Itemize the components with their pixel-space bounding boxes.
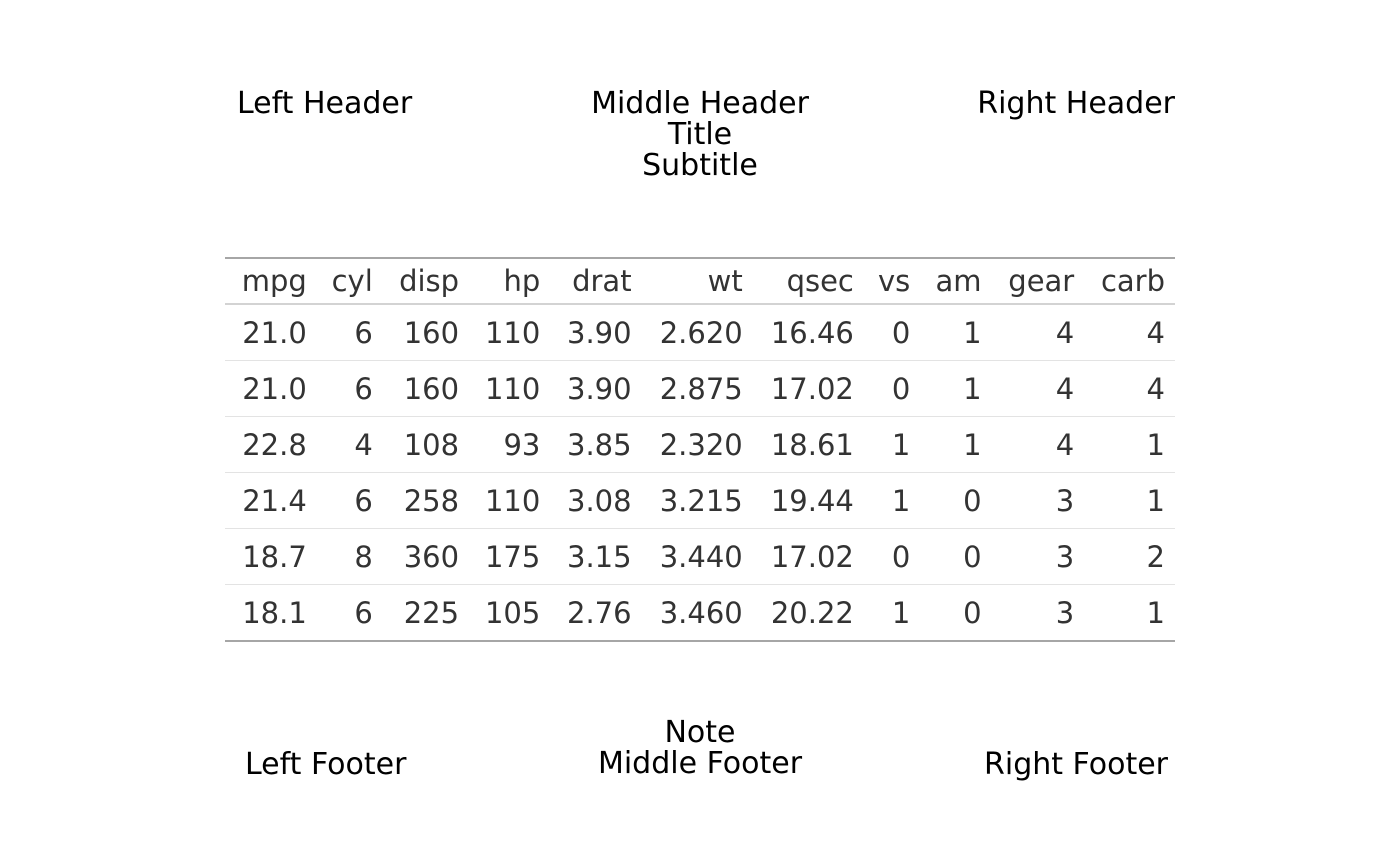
table-cell-hp: 175 [469, 528, 551, 585]
table-cell-gear: 3 [991, 528, 1085, 585]
table-cell-disp: 160 [403, 315, 460, 350]
table-cell-wt: 3.460 [641, 584, 753, 641]
table-cell-wt: 2.620 [659, 315, 743, 350]
table-row: 22.8 4 108 93 3.85 2.320 18.61 1 1 4 1 [225, 416, 1175, 473]
table-cell-gear: 4 [1055, 315, 1075, 350]
right-header: Right Header [977, 86, 1175, 121]
middle-header: Middle Header [591, 86, 809, 121]
center-footer: Note Middle Footer [500, 717, 900, 779]
column-header-carb: carb [1084, 258, 1175, 305]
table-cell-cyl: 8 [316, 528, 383, 585]
table-cell-qsec: 17.02 [752, 528, 864, 585]
table-cell-gear: 4 [991, 416, 1085, 473]
column-header-wt: wt [641, 258, 753, 305]
table-cell-hp: 110 [484, 315, 541, 350]
table-cell-mpg: 18.1 [225, 584, 317, 641]
column-header-am: am [920, 258, 992, 305]
data-table: mpg cyl disp hp drat wt qsec vs am gear carb 21.0 6… [225, 257, 1175, 642]
table-cell-am: 0 [920, 528, 992, 585]
left-footer: Left Footer [245, 747, 407, 782]
table-cell-hp: 110 [469, 360, 551, 417]
table-cell-disp: 225 [382, 584, 470, 641]
table-cell-drat: 3.15 [550, 528, 642, 585]
table-cell-hp: 110 [469, 472, 551, 529]
table-title: Title [667, 117, 733, 152]
left-header: Left Header [237, 86, 413, 121]
table-cell-vs: 0 [863, 528, 921, 585]
table-cell-qsec: 19.44 [752, 472, 864, 529]
table-cell-carb: 1 [1084, 416, 1175, 473]
table-cell-am: 0 [920, 584, 992, 641]
table-cell-mpg: 21.0 [225, 360, 317, 417]
middle-footer: Middle Footer [597, 746, 803, 781]
table-cell-qsec: 16.46 [770, 315, 854, 350]
table-cell-disp: 258 [382, 472, 470, 529]
table-cell-am: 1 [920, 360, 992, 417]
table-row: 18.1 6 225 105 2.76 3.460 20.22 1 0 3 1 [225, 584, 1175, 641]
table-cell-am: 0 [920, 472, 992, 529]
table-cell-disp: 360 [382, 528, 470, 585]
table-cell-hp: 93 [469, 416, 551, 473]
table-cell-am: 1 [920, 416, 992, 473]
table-cell-mpg: 21.4 [225, 472, 317, 529]
table-cell-cyl: 6 [316, 584, 383, 641]
table-cell-cyl: 4 [316, 416, 383, 473]
table-cell-mpg: 22.8 [225, 416, 317, 473]
table-cell-vs: 1 [863, 584, 921, 641]
column-header-hp: hp [469, 258, 551, 305]
table-body: 21.0 6 160 110 3.90 2.620 16.46 0 1 4 4 21.0 6 160 110… [225, 304, 1175, 641]
table-cell-disp: 108 [382, 416, 470, 473]
column-header-vs: vs [863, 258, 921, 305]
table-cell-gear: 3 [991, 472, 1085, 529]
table-cell-drat: 3.08 [550, 472, 642, 529]
table-cell-carb: 1 [1084, 584, 1175, 641]
table-cell-disp: 160 [382, 360, 470, 417]
table-cell-cyl: 6 [316, 360, 383, 417]
table-cell-carb: 1 [1084, 472, 1175, 529]
table-cell-qsec: 17.02 [752, 360, 864, 417]
table-cell-gear: 3 [991, 584, 1085, 641]
table-cell-mpg: 18.7 [225, 528, 317, 585]
table-row: 18.7 8 360 175 3.15 3.440 17.02 0 0 3 2 [225, 528, 1175, 585]
column-header-disp: disp [382, 258, 470, 305]
table-cell-wt: 3.215 [641, 472, 753, 529]
table-cell-vs: 1 [863, 416, 921, 473]
table-cell-am: 1 [963, 315, 982, 350]
table-cell-wt: 3.440 [641, 528, 753, 585]
right-footer: Right Footer [984, 747, 1168, 782]
table-cell-vs: 0 [863, 360, 921, 417]
table-cell-qsec: 18.61 [752, 416, 864, 473]
table-cell-vs: 0 [891, 315, 911, 350]
table-cell-drat: 3.85 [550, 416, 642, 473]
table-cell-cyl: 6 [354, 315, 373, 350]
table-row: 21.4 6 258 110 3.08 3.215 19.44 1 0 3 1 [225, 472, 1175, 529]
center-header: Middle Header Title Subtitle [500, 88, 900, 181]
table-cell-drat: 3.90 [567, 315, 632, 350]
table-note: Note [664, 715, 736, 750]
table-cell-vs: 1 [863, 472, 921, 529]
table-cell-wt: 2.320 [641, 416, 753, 473]
table-cell-carb: 4 [1084, 360, 1175, 417]
table-cell-drat: 2.76 [550, 584, 642, 641]
table-subtitle: Subtitle [642, 148, 758, 183]
table-cell-mpg: 21.0 [242, 315, 307, 350]
table-cell-drat: 3.90 [550, 360, 642, 417]
table-cell-carb: 4 [1146, 315, 1165, 350]
column-header-cyl: cyl [316, 258, 383, 305]
table-cell-gear: 4 [991, 360, 1085, 417]
table-cell-qsec: 20.22 [752, 584, 864, 641]
table-cell-wt: 2.875 [641, 360, 753, 417]
table-row: 21.0 6 160 110 3.90 2.620 16.46 0 1 4 4 [225, 304, 1175, 361]
table-row: 21.0 6 160 110 3.90 2.875 17.02 0 1 4 4 [225, 360, 1175, 417]
column-header-qsec: qsec [752, 258, 864, 305]
column-header-gear: gear [991, 258, 1085, 305]
table-cell-hp: 105 [469, 584, 551, 641]
table-cell-carb: 2 [1084, 528, 1175, 585]
column-header-drat: drat [550, 258, 642, 305]
table-cell-cyl: 6 [316, 472, 383, 529]
table-header-row: mpg cyl disp hp drat wt qsec vs am gear carb [225, 258, 1175, 305]
column-header-mpg: mpg [225, 258, 317, 305]
